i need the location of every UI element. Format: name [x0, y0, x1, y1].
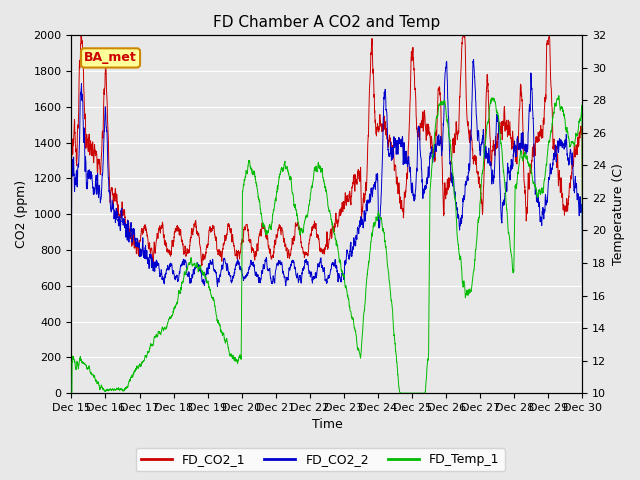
- Y-axis label: Temperature (C): Temperature (C): [612, 163, 625, 265]
- X-axis label: Time: Time: [312, 419, 342, 432]
- Y-axis label: CO2 (ppm): CO2 (ppm): [15, 180, 28, 248]
- Title: FD Chamber A CO2 and Temp: FD Chamber A CO2 and Temp: [213, 15, 440, 30]
- Text: BA_met: BA_met: [84, 51, 137, 64]
- Legend: FD_CO2_1, FD_CO2_2, FD_Temp_1: FD_CO2_1, FD_CO2_2, FD_Temp_1: [136, 448, 504, 471]
